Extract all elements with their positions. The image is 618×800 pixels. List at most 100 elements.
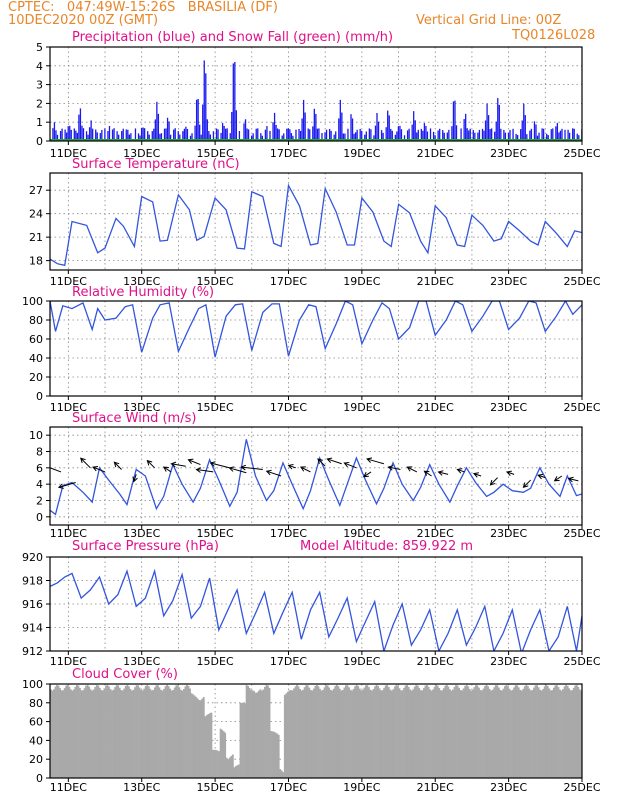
y-tick-label: 0 xyxy=(36,135,43,148)
precip-bar xyxy=(101,129,103,141)
cloud-bar xyxy=(192,694,195,778)
cloud-bar xyxy=(222,731,225,778)
cloud-bar xyxy=(216,750,219,778)
precip-bar xyxy=(353,133,355,141)
cloud-bar xyxy=(500,690,503,778)
cloud-bar xyxy=(129,688,132,778)
panel-frame xyxy=(49,46,583,142)
precip-bar xyxy=(200,134,202,141)
cloud-bar xyxy=(260,690,263,778)
cloud-bar xyxy=(202,697,205,778)
cloud-bar xyxy=(213,749,216,778)
precip-bar xyxy=(526,134,528,141)
x-tick-label: 19DEC xyxy=(343,275,380,288)
cloud-bar xyxy=(231,754,234,778)
x-tick-label: 13DEC xyxy=(123,147,160,160)
cloud-bar xyxy=(384,685,387,778)
cloud-bar xyxy=(274,732,277,778)
cloud-bar xyxy=(239,702,242,778)
panel-title: Cloud Cover (%) xyxy=(72,667,178,682)
wind-arrow xyxy=(113,461,122,470)
precip-bar xyxy=(509,129,511,141)
precip-bar xyxy=(515,133,517,141)
cloud-bar xyxy=(461,690,464,778)
precip-bar xyxy=(79,108,82,141)
panel-0: Precipitation (blue) and Snow Fall (gree… xyxy=(36,30,601,160)
precip-bar xyxy=(359,128,361,141)
cloud-bar xyxy=(546,685,549,778)
cloud-bar xyxy=(89,689,92,778)
cloud-bar xyxy=(488,688,491,778)
cloud-bar xyxy=(224,732,227,778)
precip-bar xyxy=(96,132,98,141)
precip-bar xyxy=(416,132,418,141)
precip-bar xyxy=(278,129,280,141)
cloud-bar xyxy=(163,688,165,778)
precip-bar xyxy=(292,135,294,141)
precip-bar xyxy=(287,128,289,141)
wind-arrow xyxy=(209,461,230,469)
precip-bar xyxy=(318,128,320,141)
cloud-bar xyxy=(198,700,201,778)
cloud-bar xyxy=(337,686,340,778)
precip-bar xyxy=(469,128,471,141)
precip-bar xyxy=(432,131,435,141)
cloud-bar xyxy=(479,690,482,778)
cloud-bar xyxy=(186,684,188,778)
plot-area xyxy=(50,439,582,516)
cloud-bar xyxy=(458,687,461,778)
wind-arrow xyxy=(240,464,263,471)
x-tick-label: 25DEC xyxy=(563,655,600,668)
y-tick-label: 918 xyxy=(22,575,43,588)
cloud-bar xyxy=(343,687,346,778)
x-tick-label: 23DEC xyxy=(490,781,527,794)
x-tick-label: 17DEC xyxy=(270,655,307,668)
cloud-bar xyxy=(520,690,523,778)
precip-bar xyxy=(408,128,410,141)
cloud-bar xyxy=(418,688,421,778)
cloud-bar xyxy=(75,685,78,778)
precip-bar xyxy=(156,101,158,141)
cloud-bar xyxy=(409,689,412,778)
precip-bar xyxy=(399,125,401,141)
precip-bar xyxy=(90,120,92,141)
y-tick-label: 20 xyxy=(29,753,43,766)
x-tick-label: 21DEC xyxy=(417,781,454,794)
precip-bar xyxy=(290,133,293,141)
precip-bar xyxy=(202,104,204,141)
cloud-bar xyxy=(256,692,259,778)
panel-5: Cloud Cover (%) 0 20 40 60 80 100 11DEC 13DEC 15D… xyxy=(22,667,601,794)
header-date: 10DEC2020 00Z (GMT) xyxy=(8,13,159,28)
precip-bar xyxy=(289,129,291,141)
cloud-bar xyxy=(562,689,564,778)
cloud-bar xyxy=(442,688,445,778)
cloud-bar xyxy=(309,689,312,778)
wind-arrow xyxy=(537,473,546,480)
y-tick-label: 27 xyxy=(29,184,43,197)
cloud-bar xyxy=(317,686,320,778)
cloud-bar xyxy=(82,690,84,778)
cloud-bar xyxy=(268,687,271,778)
cloud-bar xyxy=(300,690,303,778)
wind-arrow xyxy=(343,461,357,469)
x-tick-label: 17DEC xyxy=(270,147,307,160)
cloud-bar xyxy=(193,695,196,778)
x-tick-label: 17DEC xyxy=(270,527,307,540)
cloud-bar xyxy=(346,685,349,778)
cloud-bar xyxy=(286,691,289,778)
cloud-bar xyxy=(291,690,294,778)
cloud-bar xyxy=(449,689,451,778)
wind-arrow xyxy=(132,474,138,483)
cloud-bar xyxy=(504,686,506,778)
precip-bar xyxy=(417,129,419,141)
cloud-bar xyxy=(141,690,144,778)
precip-bar xyxy=(523,103,525,141)
cloud-bar xyxy=(101,690,104,778)
x-tick-label: 25DEC xyxy=(563,527,600,540)
cloud-bar xyxy=(166,684,169,778)
x-tick-label: 25DEC xyxy=(563,147,600,160)
precip-bar xyxy=(301,118,303,141)
cloud-bar xyxy=(303,687,306,778)
cloud-bar xyxy=(111,690,113,778)
cloud-bar xyxy=(430,690,433,778)
